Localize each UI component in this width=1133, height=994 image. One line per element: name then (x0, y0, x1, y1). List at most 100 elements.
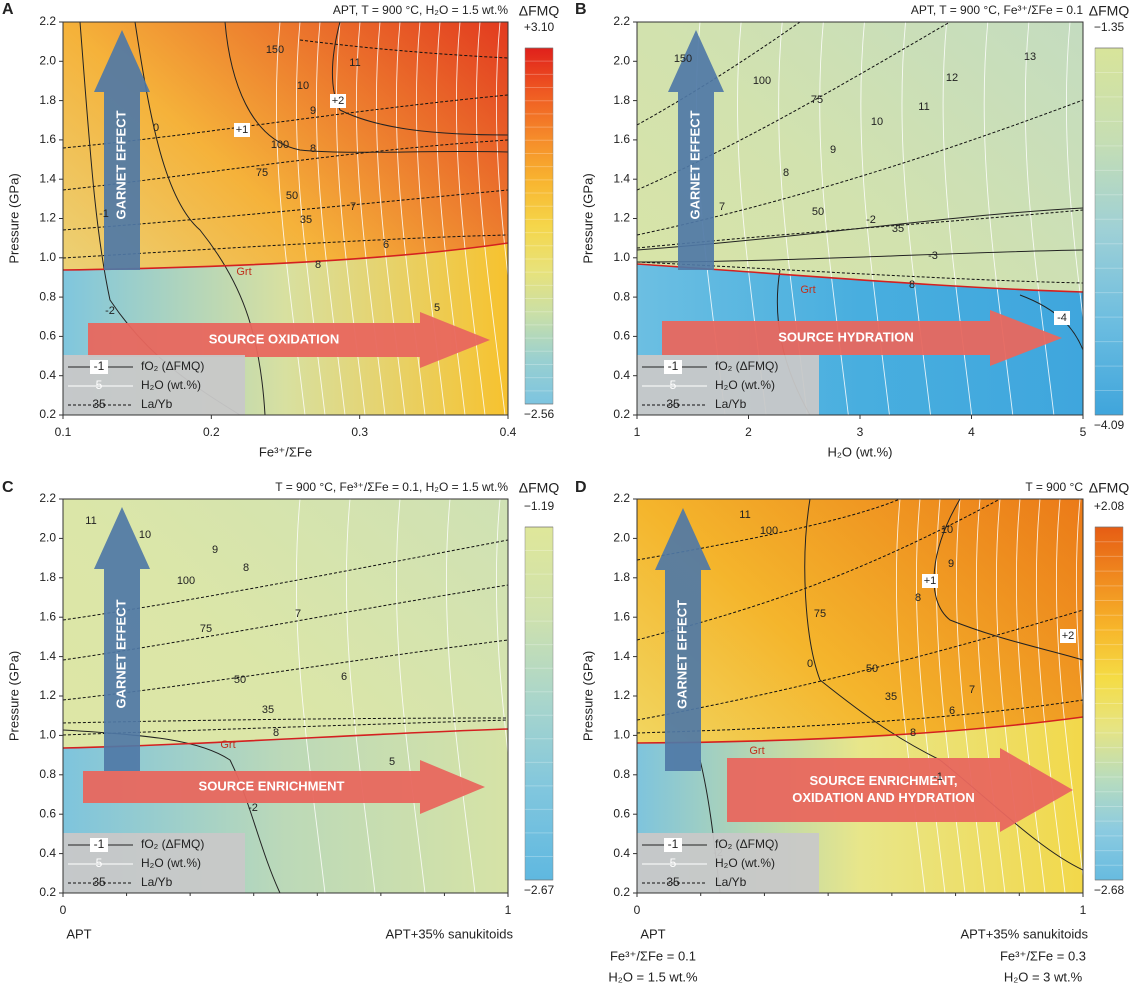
contour-label: 8 (315, 259, 321, 271)
y-tick-label: 1.8 (39, 570, 56, 584)
panel-letter: A (2, 1, 14, 18)
y-tick-label: 2.2 (39, 491, 56, 505)
source-arrow (662, 310, 1062, 366)
y-tick-label: 1.0 (613, 728, 630, 742)
garnet-arrow (94, 30, 150, 270)
label-box (234, 123, 250, 137)
y-tick-label: 2.0 (613, 531, 630, 545)
h2o-contour (915, 499, 946, 893)
x-axis-label: Fe³⁺/ΣFe (259, 444, 312, 459)
legend-sample: 5 (670, 856, 677, 870)
contour-label: 9 (830, 144, 836, 156)
h2o-contour (975, 499, 1006, 893)
arrow-label: SOURCE HYDRATION (778, 329, 914, 344)
contour-label: 8 (915, 592, 921, 604)
y-tick-label: 1.8 (613, 570, 630, 584)
legend-label: H₂O (wt.%) (715, 856, 775, 870)
panel-letter: D (575, 479, 587, 496)
colorbar-tick-label: +2.08 (1094, 499, 1125, 513)
colorbar-label: ΔFMQ (1089, 480, 1130, 496)
colorbar-tick-label: −2.68 (1094, 883, 1125, 897)
contour-label: +1 (924, 575, 937, 587)
legend-label: H₂O (wt.%) (715, 378, 775, 392)
legend-sample: 5 (96, 378, 103, 392)
y-tick-label: 1.4 (613, 171, 630, 185)
contour-label: -2 (105, 305, 115, 317)
y-tick-label: 0.6 (39, 806, 56, 820)
contour-label: Grt (749, 745, 764, 757)
panel-letter: B (575, 1, 587, 18)
legend-sample: -1 (94, 359, 105, 373)
contour-label: 75 (200, 623, 212, 635)
y-tick-label: 2.0 (613, 53, 630, 67)
colorbar (1094, 47, 1124, 416)
y-tick-label: 1.6 (613, 132, 630, 146)
h2o-contour (901, 22, 932, 415)
h2o-contour (375, 22, 406, 415)
panel-title: T = 900 °C, Fe³⁺/ΣFe = 0.1, H₂O = 1.5 wt… (275, 480, 508, 494)
garnet-arrow (94, 507, 150, 771)
fo2-contour (224, 22, 508, 153)
source-arrow (83, 760, 485, 814)
contour-label: 100 (177, 575, 195, 587)
h2o-contour (475, 22, 506, 415)
x-tick-label: 1 (1080, 903, 1087, 917)
h2o-contour (395, 22, 426, 415)
y-tick-label: 0.2 (39, 407, 56, 421)
arrow-label: SOURCE OXIDATION (209, 331, 340, 346)
y-tick-label: 1.4 (39, 171, 56, 185)
x-tick-label: 0.3 (351, 425, 368, 439)
colorbar-tick-label: −4.09 (1094, 418, 1125, 432)
y-tick-label: 0.4 (39, 846, 56, 860)
x-tick-label: 5 (1080, 425, 1087, 439)
h2o-contour (495, 499, 508, 757)
h2o-contour (1035, 499, 1066, 893)
x-end-note: H₂O = 1.5 wt.% (608, 969, 698, 984)
h2o-contour (1055, 499, 1083, 881)
contour-label: 0 (807, 658, 813, 670)
h2o-contour (495, 22, 508, 280)
legend-sample-bg (90, 360, 108, 374)
y-axis-label: Pressure (GPa) (580, 173, 595, 263)
legend-label: La/Yb (141, 397, 173, 411)
y-tick-label: 0.6 (613, 329, 630, 343)
panel: GARNET EFFECT SOURCE OXIDATION 150 11 10 +2 9 0… (2, 1, 559, 459)
legend-sample: -1 (668, 359, 679, 373)
y-tick-label: 1.4 (613, 649, 630, 663)
contour-label: 50 (286, 190, 298, 202)
contour-label: 75 (814, 608, 826, 620)
legend-sample-bg (90, 838, 108, 852)
contour-label: +2 (1062, 630, 1075, 642)
x-tick-label: 0.1 (55, 425, 72, 439)
colorbar-tick-label: −1.35 (1094, 20, 1125, 34)
contour-label: 8 (783, 167, 789, 179)
legend-label: La/Yb (715, 875, 747, 889)
colorbar-label: ΔFMQ (1089, 3, 1130, 19)
label-box (1054, 311, 1070, 325)
colorbar-label: ΔFMQ (519, 3, 560, 19)
contour-label: 9 (310, 105, 316, 117)
contour-label: 8 (310, 143, 316, 155)
arrow-label: SOURCE ENRICHMENT, (809, 773, 957, 788)
arrow-label: OXIDATION AND HYDRATION (792, 790, 974, 805)
contour-label: 7 (719, 201, 725, 213)
x-end-label: APT (66, 926, 91, 941)
y-tick-label: 2.0 (39, 53, 56, 67)
legend-sample: -1 (668, 837, 679, 851)
y-tick-label: 0.8 (613, 289, 630, 303)
h2o-contour (942, 22, 973, 415)
contour-label: -1 (933, 771, 943, 783)
h2o-contour (1015, 499, 1046, 893)
contour-label: 10 (297, 80, 309, 92)
contour-label: 8 (910, 727, 916, 739)
legend-sample: 35 (92, 397, 106, 411)
y-tick-label: 1.6 (39, 609, 56, 623)
y-tick-label: 0.4 (613, 368, 630, 382)
y-tick-label: 0.6 (613, 806, 630, 820)
h2o-contour (455, 22, 486, 415)
y-tick-label: 0.4 (613, 846, 630, 860)
contour-label: -1 (99, 208, 109, 220)
h2o-contour (819, 22, 849, 415)
h2o-contour (935, 499, 966, 893)
contour-label: 35 (885, 691, 897, 703)
